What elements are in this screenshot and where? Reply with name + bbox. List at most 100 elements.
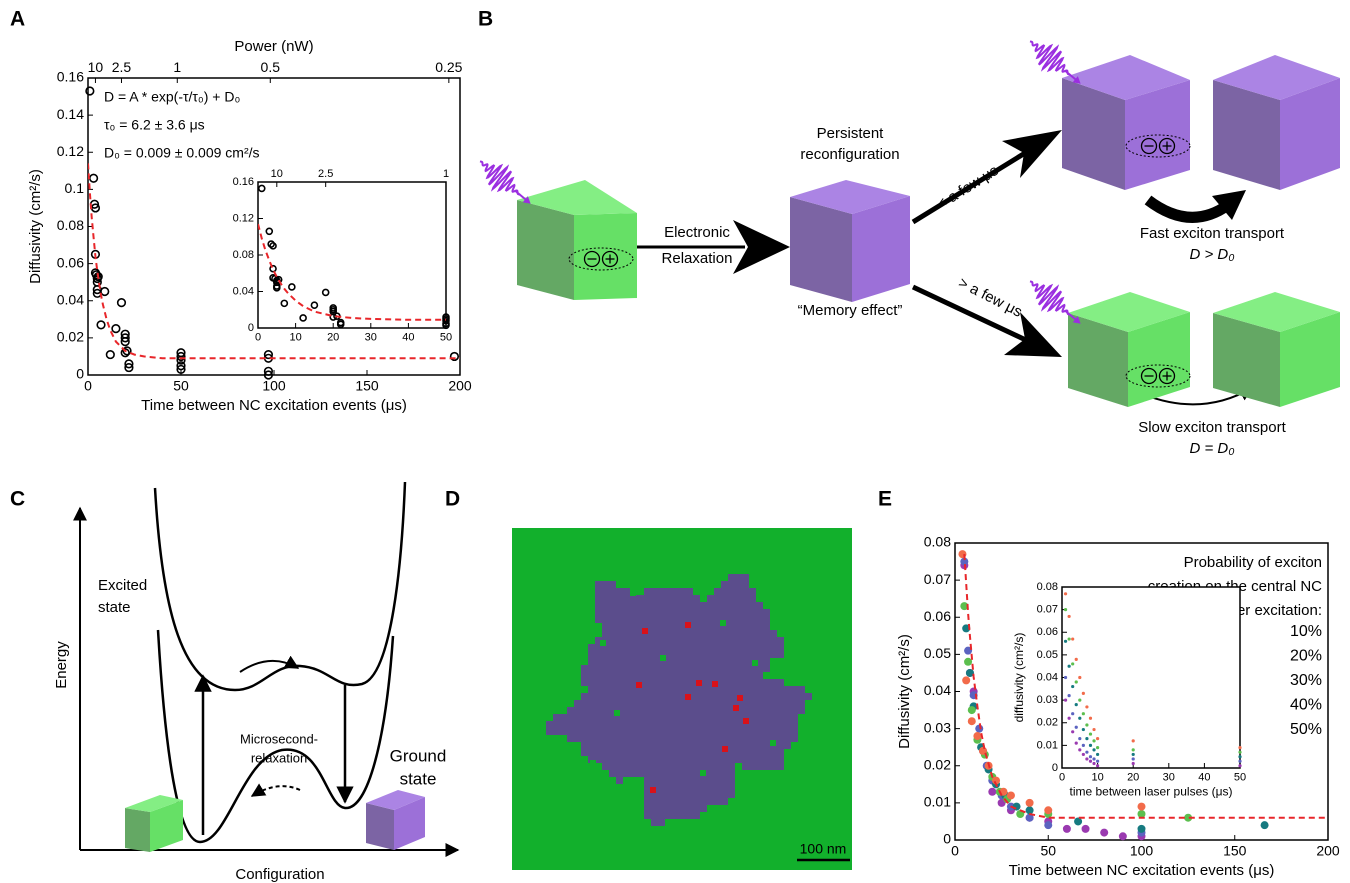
- data-point: [269, 264, 277, 273]
- excited-site: [636, 682, 642, 688]
- data-point: [1092, 761, 1096, 766]
- data-point: [1012, 802, 1021, 811]
- data-point: [280, 299, 289, 308]
- data-point: [1067, 716, 1071, 720]
- data-point: [176, 355, 186, 365]
- data-point: [1081, 743, 1085, 747]
- domain-pixel: [700, 770, 706, 776]
- y-tick-label: 0.08: [57, 217, 84, 233]
- x-tick-label: 40: [402, 331, 414, 343]
- data-point: [1063, 592, 1068, 596]
- laser-wave: [1029, 40, 1071, 76]
- data-point: [1096, 764, 1100, 768]
- data-point: [288, 283, 296, 291]
- data-point: [1074, 725, 1078, 729]
- x2-tick-label: 2.5: [318, 168, 333, 180]
- data-point: [1184, 813, 1193, 822]
- data-point: [1085, 757, 1089, 761]
- fit-line: [963, 554, 1328, 819]
- data-point: [1088, 755, 1093, 759]
- data-point: [992, 776, 1001, 785]
- x-tick-label: 200: [448, 378, 472, 394]
- x2-tick-label: 0.25: [435, 59, 462, 75]
- data-point: [111, 323, 121, 334]
- data-point: [1131, 748, 1135, 752]
- data-point: [1238, 759, 1242, 763]
- y-tick-label: 0.02: [924, 756, 951, 772]
- data-point: [120, 348, 130, 358]
- arrow-shaft: [911, 284, 1032, 345]
- x-tick-label: 30: [1163, 771, 1175, 783]
- cube-face: [790, 180, 910, 214]
- excited-site: [712, 681, 718, 687]
- state-label: state: [98, 599, 131, 616]
- y-tick-label: 0.04: [924, 682, 951, 698]
- state-label: state: [400, 769, 437, 788]
- data-point: [176, 364, 186, 375]
- cube-face: [517, 180, 637, 215]
- x-tick-label: 50: [1234, 771, 1246, 783]
- x2-tick-label: 2.5: [112, 59, 132, 75]
- legend-entry: 20%: [1290, 648, 1322, 665]
- axis-label: Energy: [53, 641, 70, 689]
- data-point: [967, 706, 976, 715]
- data-point: [1118, 832, 1127, 841]
- laser-pulse: [1029, 40, 1081, 84]
- data-point: [1085, 723, 1089, 727]
- laser-pulse: [479, 160, 531, 204]
- data-point: [1074, 817, 1083, 826]
- data-point: [1137, 824, 1146, 833]
- cube-face: [1280, 312, 1340, 407]
- laser-pulse: [1029, 280, 1081, 324]
- data-point: [1078, 675, 1082, 680]
- charge: [583, 250, 601, 268]
- data-point: [93, 272, 103, 282]
- data-point: [1131, 757, 1135, 761]
- data-point: [1260, 821, 1269, 830]
- transition-arrow: [239, 655, 300, 673]
- transport-arrow: [1144, 195, 1232, 223]
- arrow-head: [1212, 190, 1246, 220]
- y-tick-label: 0.05: [924, 645, 951, 661]
- fit-line: [258, 223, 446, 321]
- x-tick-label: 40: [1198, 771, 1210, 783]
- annotation: D = A * exp(-τ/τ₀) + D₀: [104, 89, 240, 105]
- data-point: [310, 301, 319, 309]
- simulation-domain: [546, 574, 812, 826]
- x2-tick-label: 10: [271, 168, 283, 180]
- data-point: [1100, 828, 1109, 837]
- y-tick-label: 0.08: [233, 249, 254, 261]
- y-tick-label: 0: [248, 322, 254, 334]
- data-point: [442, 316, 450, 325]
- y-tick-label: 0.14: [57, 106, 84, 122]
- x-tick-label: 50: [1040, 843, 1056, 859]
- y-tick-label: 0.01: [924, 794, 951, 810]
- data-point: [1096, 746, 1100, 750]
- y-tick-label: 0.16: [57, 69, 84, 85]
- domain-pixel: [630, 590, 636, 596]
- domain-pixel: [720, 620, 726, 626]
- x-tick-label: 100: [262, 378, 286, 394]
- y-tick-label: 0: [76, 366, 84, 382]
- data-point: [973, 732, 982, 741]
- data-point: [1063, 698, 1068, 702]
- data-point: [1238, 764, 1242, 768]
- data-point: [1006, 791, 1015, 800]
- plot-frame: [1061, 586, 1241, 769]
- excited-site: [685, 622, 691, 628]
- cube-face: [125, 795, 183, 812]
- data-point: [1074, 657, 1078, 662]
- x-tick-label: 150: [355, 378, 379, 394]
- cube-face: [1213, 313, 1280, 407]
- data-point: [1078, 698, 1082, 702]
- y-tick-label: 0.08: [1037, 581, 1058, 593]
- data-point: [1063, 675, 1068, 680]
- data-point: [1025, 798, 1034, 807]
- charge: [601, 250, 619, 268]
- data-point: [1238, 746, 1242, 750]
- state-label: Persistent: [817, 125, 885, 142]
- domain-shape: [546, 574, 812, 826]
- arrow-shaft: [911, 147, 1032, 225]
